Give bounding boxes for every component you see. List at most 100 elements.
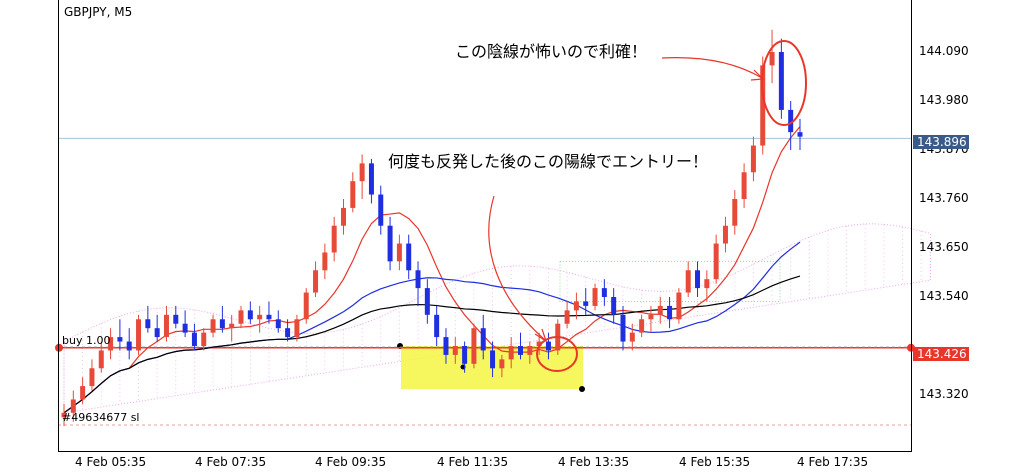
candle-bull (238, 310, 244, 324)
candle-bear (378, 194, 384, 226)
price-tick-label: 143.320 (919, 387, 969, 401)
candle-bear (434, 314, 440, 338)
candle-bear (275, 319, 281, 329)
candle-bull (471, 328, 477, 364)
candle-bull (722, 225, 728, 244)
candle-bull (61, 412, 67, 418)
time-tick-label: 4 Feb 07:35 (195, 455, 267, 469)
candle-bear (182, 323, 188, 333)
entry-line-handle-left (55, 343, 63, 352)
candle-bear (145, 319, 151, 329)
candle-bull (564, 310, 570, 324)
candle-bull (108, 337, 114, 351)
price-tick-label: 143.650 (919, 240, 969, 254)
candle-bull (98, 350, 104, 369)
candles (61, 29, 803, 427)
candle-bull (527, 346, 533, 355)
current-price-badge: 143.896 (913, 135, 969, 149)
candle-bull (732, 199, 738, 226)
exit-circle (761, 40, 807, 126)
time-tick-label: 4 Feb 13:35 (558, 455, 630, 469)
candle-bull (359, 163, 365, 182)
candle-bull (592, 288, 598, 306)
exit-arrowhead (750, 69, 765, 81)
entry-price-badge: 143.426 (913, 347, 969, 361)
cloud-outline (63, 223, 931, 414)
candle-bear (415, 270, 421, 289)
candle-bear (285, 328, 291, 338)
candle-bull (769, 52, 775, 66)
candle-bull (350, 181, 356, 208)
candle-bull (508, 346, 514, 360)
candle-bull (229, 323, 235, 329)
candle-bear (247, 310, 253, 320)
candle-bear (480, 328, 486, 351)
candle-bull (322, 252, 328, 271)
time-tick-label: 4 Feb 09:35 (315, 455, 387, 469)
candle-bear (601, 288, 607, 297)
candle-bull (676, 292, 682, 320)
candle-bear (443, 337, 449, 355)
candle-bull (639, 319, 645, 333)
symbol-title: GBPJPY, M5 (64, 5, 133, 19)
candle-bull (657, 305, 663, 315)
entry-arrow (488, 195, 546, 341)
candle-bull (741, 172, 747, 199)
candle-bear (126, 341, 132, 351)
cloud-green-zone (559, 260, 781, 302)
candle-bear (368, 163, 374, 195)
buy-order-label: buy 1.00 (62, 334, 111, 347)
candle-bear (490, 350, 496, 369)
candle-bear (788, 109, 794, 133)
candle-bull (704, 279, 710, 289)
candle-bull (396, 243, 402, 262)
stop-loss-label: #49634677 sl (62, 411, 140, 424)
candle-bear (620, 314, 626, 342)
annotation-marks (488, 40, 807, 372)
candle-bull (136, 319, 142, 351)
entry-annotation: 何度も反発した後のこの陽線でエントリー！ (388, 152, 709, 171)
candle-bull (713, 243, 719, 280)
take-profit-annotation: この陰線が怖いので利確！ (455, 42, 648, 61)
candle-bull (629, 332, 635, 342)
candle-bear (778, 52, 784, 110)
entry-circle (536, 336, 578, 372)
time-tick-label: 4 Feb 05:35 (75, 455, 147, 469)
price-tick-label: 143.760 (919, 191, 969, 205)
candle-bull (313, 270, 319, 293)
candle-bull (210, 319, 216, 333)
candle-bear (583, 301, 589, 306)
candle-bull (499, 359, 505, 369)
price-tick-label: 143.540 (919, 289, 969, 303)
candle-bull (750, 145, 756, 173)
candle-bear (191, 332, 197, 346)
candle-bear (695, 270, 701, 289)
candle-bull (648, 314, 654, 320)
candle-bear (667, 305, 673, 320)
range-marker-end (579, 386, 585, 392)
candle-bull (201, 332, 207, 346)
candle-bull (685, 270, 691, 293)
candle-bull (760, 65, 766, 146)
candle-bull (257, 314, 263, 320)
time-tick-label: 4 Feb 15:35 (679, 455, 751, 469)
candle-bull (340, 207, 346, 226)
candle-bull (452, 346, 458, 355)
candle-bear (545, 341, 551, 351)
candle-bear (173, 314, 179, 324)
entry-arrowhead (534, 328, 548, 343)
candle-bull (536, 341, 542, 346)
candle-bear (154, 328, 160, 338)
candle-bull (89, 368, 95, 387)
candle-bear (611, 297, 617, 315)
candle-bear (518, 346, 524, 355)
candle-bear (117, 337, 123, 342)
candle-bull (80, 386, 86, 400)
candle-bear (424, 288, 430, 315)
time-tick-label: 4 Feb 17:35 (797, 455, 869, 469)
candle-bull (331, 225, 337, 253)
candle-bear (406, 243, 412, 271)
candle-bear (797, 132, 803, 137)
